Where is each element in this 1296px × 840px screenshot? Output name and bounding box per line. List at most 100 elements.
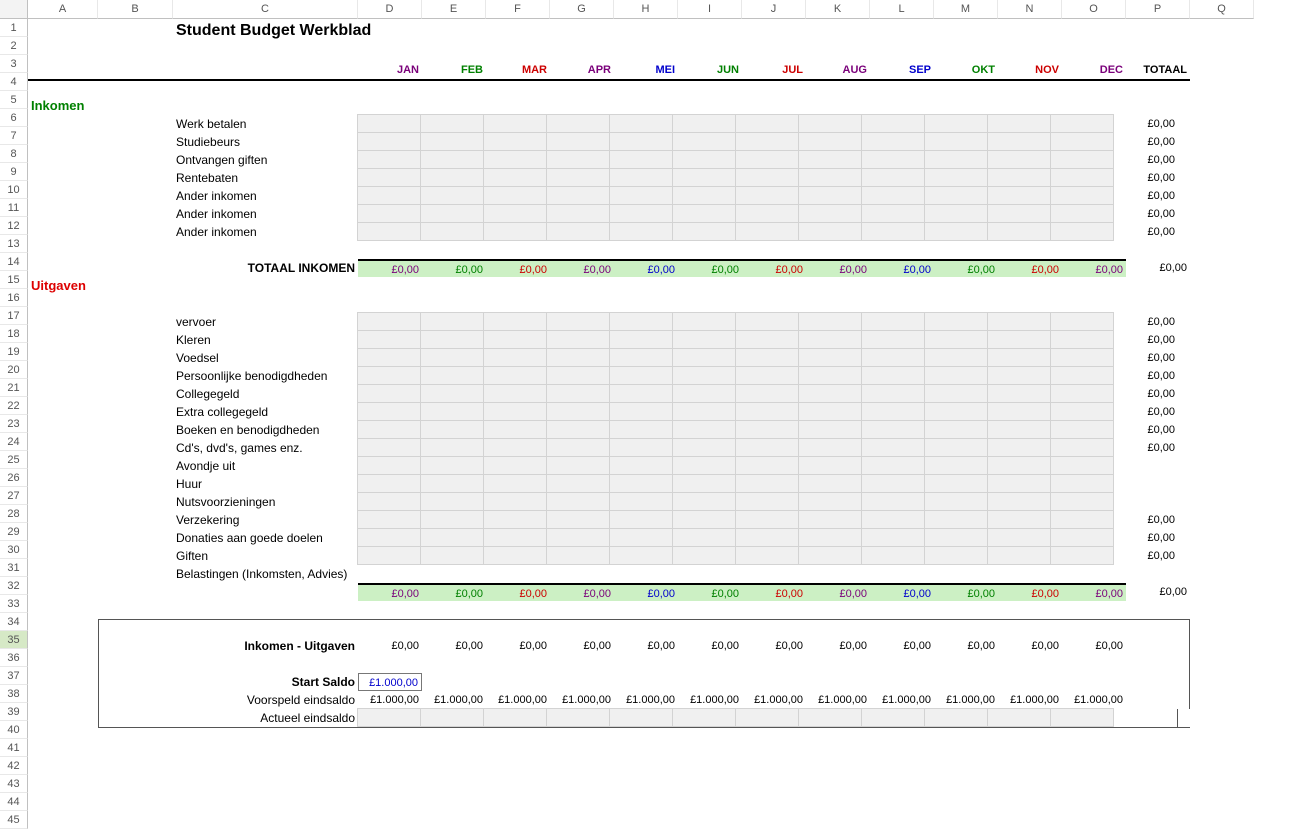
expense-input[interactable] bbox=[672, 420, 736, 439]
income-input[interactable] bbox=[861, 168, 925, 187]
income-input[interactable] bbox=[924, 150, 988, 169]
row-header-10[interactable]: 10 bbox=[0, 181, 28, 199]
expense-row-total[interactable]: £0,00 bbox=[1114, 403, 1178, 421]
expense-input[interactable] bbox=[357, 312, 421, 331]
income-input[interactable] bbox=[987, 204, 1051, 223]
month-header-feb[interactable]: FEB bbox=[422, 61, 486, 79]
projected-balance-month[interactable]: £1.000,00 bbox=[550, 691, 614, 709]
expense-input[interactable] bbox=[798, 528, 862, 547]
expense-input[interactable] bbox=[483, 420, 547, 439]
row-header-42[interactable]: 42 bbox=[0, 757, 28, 775]
grid[interactable]: Student Budget WerkbladJANFEBMARAPRMEIJU… bbox=[28, 19, 1254, 835]
actual-balance-input[interactable] bbox=[1050, 708, 1114, 727]
actual-balance-input[interactable] bbox=[735, 708, 799, 727]
expense-input[interactable] bbox=[1050, 528, 1114, 547]
expense-input[interactable] bbox=[735, 402, 799, 421]
expense-input[interactable] bbox=[420, 366, 484, 385]
row-header-20[interactable]: 20 bbox=[0, 361, 28, 379]
expense-input[interactable] bbox=[420, 492, 484, 511]
expense-input[interactable] bbox=[735, 366, 799, 385]
income-input[interactable] bbox=[357, 132, 421, 151]
expense-input[interactable] bbox=[546, 510, 610, 529]
income-total-month[interactable]: £0,00 bbox=[934, 259, 998, 277]
expense-input[interactable] bbox=[861, 402, 925, 421]
col-header-P[interactable]: P bbox=[1126, 0, 1190, 19]
expense-input[interactable] bbox=[987, 474, 1051, 493]
income-input[interactable] bbox=[546, 132, 610, 151]
month-header-mar[interactable]: MAR bbox=[486, 61, 550, 79]
expense-input[interactable] bbox=[924, 384, 988, 403]
projected-balance-month[interactable]: £1.000,00 bbox=[998, 691, 1062, 709]
expense-input[interactable] bbox=[735, 492, 799, 511]
month-header-aug[interactable]: AUG bbox=[806, 61, 870, 79]
start-balance-value[interactable]: £1.000,00 bbox=[358, 673, 422, 691]
expense-input[interactable] bbox=[609, 474, 673, 493]
expense-input[interactable] bbox=[924, 510, 988, 529]
row-header-23[interactable]: 23 bbox=[0, 415, 28, 433]
expense-input[interactable] bbox=[798, 474, 862, 493]
expense-input[interactable] bbox=[546, 366, 610, 385]
row-header-25[interactable]: 25 bbox=[0, 451, 28, 469]
income-input[interactable] bbox=[987, 168, 1051, 187]
month-header-mei[interactable]: MEI bbox=[614, 61, 678, 79]
expense-input[interactable] bbox=[1050, 492, 1114, 511]
expense-input[interactable] bbox=[798, 456, 862, 475]
expense-input[interactable] bbox=[483, 546, 547, 565]
income-total-month[interactable]: £0,00 bbox=[998, 259, 1062, 277]
expense-input[interactable] bbox=[735, 312, 799, 331]
expense-input[interactable] bbox=[357, 402, 421, 421]
expense-input[interactable] bbox=[1050, 330, 1114, 349]
expense-item-label[interactable]: Avondje uit bbox=[173, 457, 358, 475]
income-input[interactable] bbox=[798, 204, 862, 223]
expense-input[interactable] bbox=[861, 366, 925, 385]
expense-input[interactable] bbox=[357, 456, 421, 475]
expense-total-month[interactable]: £0,00 bbox=[934, 583, 998, 601]
income-total-month[interactable]: £0,00 bbox=[806, 259, 870, 277]
income-input[interactable] bbox=[672, 204, 736, 223]
expense-total-grand[interactable]: £0,00 bbox=[1126, 583, 1190, 601]
row-header-30[interactable]: 30 bbox=[0, 541, 28, 559]
expense-input[interactable] bbox=[1050, 420, 1114, 439]
income-input[interactable] bbox=[672, 186, 736, 205]
row-header-6[interactable]: 6 bbox=[0, 109, 28, 127]
income-input[interactable] bbox=[924, 168, 988, 187]
month-header-okt[interactable]: OKT bbox=[934, 61, 998, 79]
actual-balance-input[interactable] bbox=[861, 708, 925, 727]
expense-input[interactable] bbox=[798, 312, 862, 331]
income-input[interactable] bbox=[357, 204, 421, 223]
income-item-label[interactable]: Ontvangen giften bbox=[173, 151, 358, 169]
income-header[interactable]: Inkomen bbox=[28, 97, 98, 115]
month-header-jul[interactable]: JUL bbox=[742, 61, 806, 79]
expense-item-label[interactable]: Cd's, dvd's, games enz. bbox=[173, 439, 358, 457]
income-row-total[interactable]: £0,00 bbox=[1114, 151, 1178, 169]
income-input[interactable] bbox=[483, 186, 547, 205]
income-input[interactable] bbox=[672, 222, 736, 241]
expense-input[interactable] bbox=[798, 510, 862, 529]
expense-input[interactable] bbox=[546, 492, 610, 511]
net-month[interactable]: £0,00 bbox=[870, 637, 934, 655]
row-header-34[interactable]: 34 bbox=[0, 613, 28, 631]
expense-input[interactable] bbox=[672, 366, 736, 385]
expense-input[interactable] bbox=[357, 348, 421, 367]
expense-input[interactable] bbox=[609, 438, 673, 457]
row-header-29[interactable]: 29 bbox=[0, 523, 28, 541]
income-total-month[interactable]: £0,00 bbox=[486, 259, 550, 277]
expenses-header[interactable]: Uitgaven bbox=[28, 277, 98, 295]
expense-input[interactable] bbox=[609, 492, 673, 511]
expense-input[interactable] bbox=[861, 474, 925, 493]
projected-balance-month[interactable]: £1.000,00 bbox=[358, 691, 422, 709]
row-header-21[interactable]: 21 bbox=[0, 379, 28, 397]
expense-input[interactable] bbox=[861, 348, 925, 367]
income-input[interactable] bbox=[420, 168, 484, 187]
row-header-38[interactable]: 38 bbox=[0, 685, 28, 703]
expense-input[interactable] bbox=[924, 528, 988, 547]
income-input[interactable] bbox=[798, 222, 862, 241]
col-header-O[interactable]: O bbox=[1062, 0, 1126, 19]
income-total-grand[interactable]: £0,00 bbox=[1126, 259, 1190, 277]
select-all-corner[interactable] bbox=[0, 0, 28, 19]
col-header-E[interactable]: E bbox=[422, 0, 486, 19]
income-input[interactable] bbox=[546, 114, 610, 133]
expense-input[interactable] bbox=[798, 546, 862, 565]
row-header-40[interactable]: 40 bbox=[0, 721, 28, 739]
expense-input[interactable] bbox=[483, 492, 547, 511]
